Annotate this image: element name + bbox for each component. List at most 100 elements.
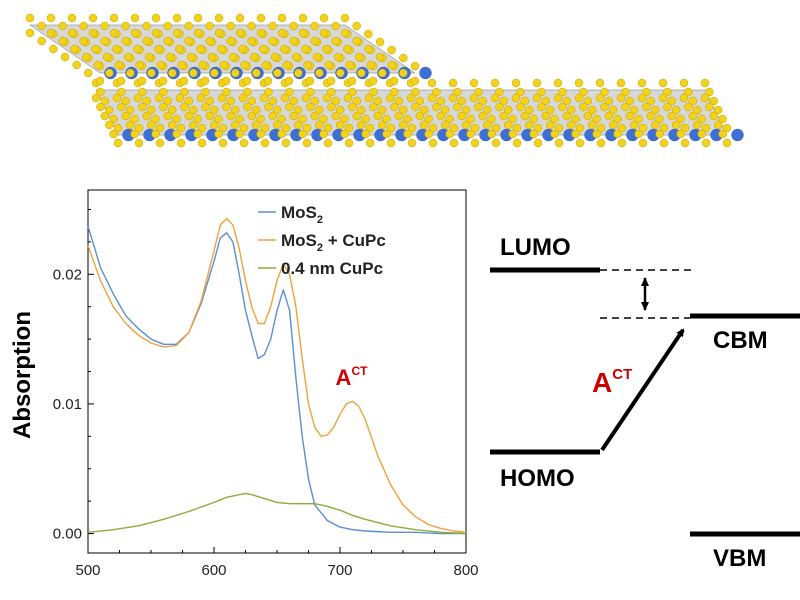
sulfur-atom: [387, 60, 396, 70]
sulfur-atom: [595, 78, 605, 88]
sulfur-atom: [436, 96, 445, 106]
sulfur-atom: [25, 28, 35, 38]
sulfur-atom: [180, 102, 189, 112]
molybdenum-atom: [731, 128, 744, 142]
sulfur-atom: [218, 123, 228, 133]
sulfur-atom: [490, 93, 500, 103]
sulfur-atom: [277, 13, 287, 23]
sulfur-atom: [705, 102, 714, 112]
sulfur-atom: [693, 105, 702, 115]
sulfur-atom: [261, 60, 270, 70]
sulfur-atom: [630, 105, 639, 115]
legend-entry-mos2: MoS2: [258, 203, 323, 226]
sulfur-atom: [214, 13, 224, 23]
sulfur-atom: [121, 21, 130, 31]
sulfur-atom: [231, 68, 240, 78]
sulfur-atom: [151, 114, 160, 124]
sulfur-atom: [315, 68, 324, 78]
sulfur-atom: [684, 87, 693, 97]
x-tick-label: 600: [201, 562, 226, 579]
sulfur-atom: [600, 87, 609, 97]
sulfur-atom: [537, 102, 546, 112]
sulfur-atom: [378, 105, 387, 115]
sulfur-atom: [411, 87, 420, 97]
sulfur-atom: [369, 87, 378, 97]
sulfur-atom: [46, 28, 56, 38]
sulfur-atom: [280, 93, 290, 103]
vbm-label: VBM: [713, 545, 766, 572]
sulfur-atom: [453, 87, 462, 97]
sulfur-atom: [407, 123, 417, 133]
sulfur-atom: [117, 87, 126, 97]
sulfur-atom: [470, 123, 480, 133]
sulfur-atom: [327, 102, 336, 112]
sulfur-atom: [550, 114, 559, 124]
sulfur-atom: [209, 105, 219, 115]
sulfur-atom: [228, 52, 238, 62]
sulfur-atom: [243, 87, 252, 97]
sulfur-atom: [214, 28, 224, 38]
y-tick-label: 0.00: [53, 526, 82, 543]
sulfur-atom: [499, 96, 508, 106]
sulfur-atom: [163, 36, 172, 46]
sulfur-atom: [646, 96, 655, 106]
sulfur-atom: [663, 87, 672, 97]
series-mos2-cupc: [87, 217, 467, 533]
sulfur-atom: [583, 111, 592, 121]
sulfur-atom: [361, 114, 370, 124]
sulfur-atom: [184, 21, 193, 31]
sulfur-atom: [315, 105, 324, 115]
sulfur-atom: [147, 68, 156, 78]
sulfur-atom: [133, 93, 143, 103]
sulfur-atom: [541, 96, 550, 106]
sulfur-atom: [449, 138, 459, 148]
sulfur-atom: [117, 102, 126, 112]
sulfur-atom: [247, 36, 256, 46]
sulfur-atom: [302, 138, 312, 148]
sulfur-atom: [159, 102, 168, 112]
sulfur-atom: [205, 111, 215, 121]
sulfur-atom: [263, 76, 273, 86]
series-cupc: [87, 492, 467, 535]
sulfur-atom: [394, 96, 403, 106]
sulfur-atom: [504, 120, 513, 130]
sulfur-atom: [235, 13, 245, 23]
sulfur-atom: [198, 60, 207, 70]
act-annotation: ACT: [336, 364, 369, 390]
sulfur-atom: [533, 138, 543, 148]
sulfur-atom: [280, 44, 289, 54]
sulfur-atom: [483, 120, 492, 130]
sulfur-atom: [188, 105, 198, 115]
sulfur-atom: [424, 129, 433, 139]
sulfur-atom: [142, 111, 152, 121]
sulfur-atom: [336, 120, 345, 130]
sulfur-atom: [102, 52, 112, 62]
sulfur-atom: [205, 36, 214, 46]
sulfur-atom: [193, 28, 203, 38]
sulfur-atom: [327, 87, 336, 97]
sulfur-atom: [596, 123, 606, 133]
legend-label-mos2-cupc: MoS2 + CuPc: [281, 231, 386, 254]
sulfur-atom: [403, 129, 412, 139]
legend-entry-cupc: 0.4 nm CuPc: [258, 259, 383, 278]
sulfur-atom: [273, 120, 282, 130]
sulfur-atom: [672, 120, 681, 130]
sulfur-atom: [260, 123, 270, 133]
sulfur-atom: [382, 114, 391, 124]
sulfur-atom: [70, 44, 79, 54]
sulfur-atom: [79, 36, 88, 46]
sulfur-atom: [642, 87, 651, 97]
sulfur-atom: [193, 114, 202, 124]
sulfur-atom: [158, 76, 168, 86]
sulfur-atom: [575, 138, 585, 148]
sulfur-atom: [448, 93, 458, 103]
sulfur-atom: [512, 123, 522, 133]
sulfur-atom: [394, 111, 403, 121]
sulfur-atom: [302, 123, 312, 133]
sulfur-atom: [387, 45, 396, 55]
sulfur-atom: [579, 87, 588, 97]
sulfur-atom: [407, 138, 417, 148]
sulfur-atom: [197, 123, 207, 133]
sulfur-atom: [345, 60, 354, 70]
sulfur-atom: [88, 13, 98, 23]
